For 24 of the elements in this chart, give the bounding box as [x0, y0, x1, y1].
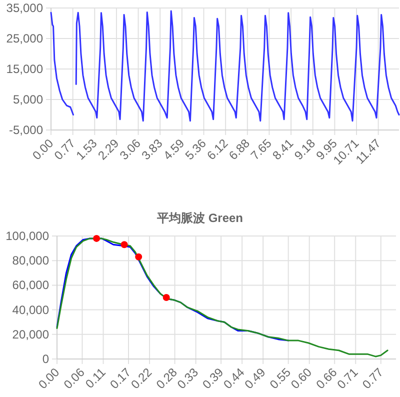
- x-tick-label: 8.41: [270, 136, 296, 163]
- y-tick-label: 40,000: [12, 302, 50, 317]
- point: [120, 241, 128, 248]
- point: [93, 234, 100, 242]
- y-tick-label: 35,000: [6, 1, 44, 15]
- y-tick-label: 100,000: [6, 229, 50, 243]
- chart-title: 平均脈波 Green: [156, 211, 244, 225]
- y-tick-label: 60,000: [12, 278, 50, 292]
- y-tick-label: 5,000: [12, 92, 44, 106]
- line-series: [75, 10, 400, 122]
- x-tick-label: 3.83: [138, 136, 166, 163]
- y-tick-label: 20,000: [12, 327, 50, 342]
- x-tick-label: 0.00: [30, 136, 56, 163]
- line-series: [50, 12, 74, 116]
- y-tick-label: 25,000: [6, 32, 44, 46]
- y-tick-label: 15,000: [6, 62, 44, 76]
- y-tick-label: 0: [42, 352, 50, 366]
- point: [162, 294, 170, 301]
- x-tick-label: 0.22: [128, 364, 155, 392]
- y-tick-label: -5,000: [8, 123, 44, 137]
- y-tick-label: 80,000: [12, 254, 50, 268]
- x-tick-label: 0.00: [36, 364, 62, 392]
- x-tick-label: 0.11: [82, 364, 109, 392]
- point: [135, 253, 142, 260]
